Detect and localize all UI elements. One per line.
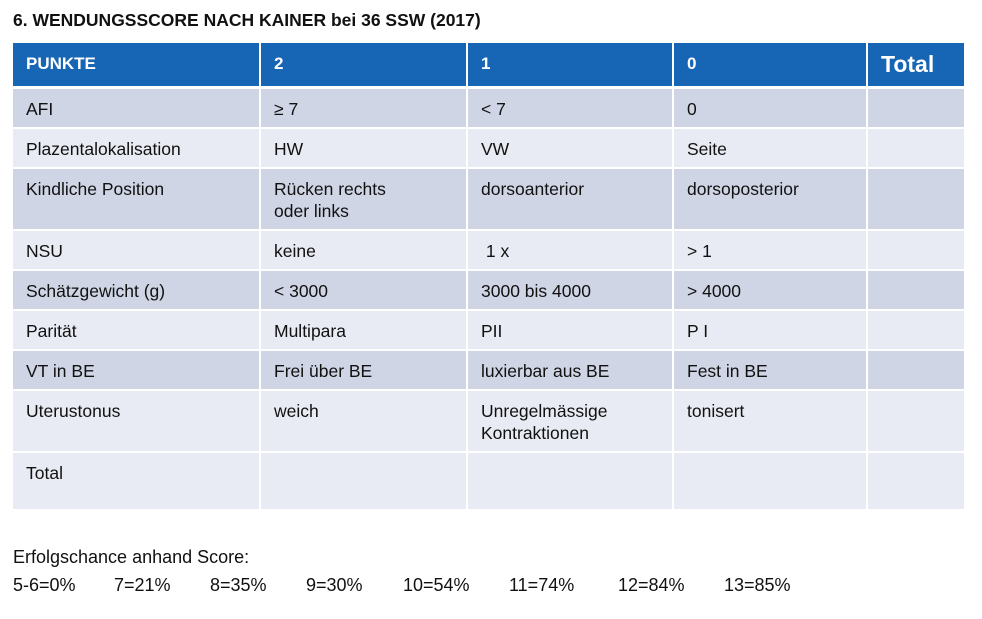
table-row-total: Total <box>13 453 964 511</box>
score-table: PUNKTE 2 1 0 Total AFI ≥ 7 < 7 0 Plazent… <box>13 43 964 511</box>
cell-0: Fest in BE <box>674 351 868 391</box>
row-label: Kindliche Position <box>13 169 261 231</box>
cell-2: keine <box>261 231 468 271</box>
cell-1: < 7 <box>468 89 674 129</box>
header-total: Total <box>868 43 964 89</box>
cell-0: > 4000 <box>674 271 868 311</box>
header-punkte: PUNKTE <box>13 43 261 89</box>
row-label: Parität <box>13 311 261 351</box>
cell-2: Frei über BE <box>261 351 468 391</box>
cell-0 <box>674 453 868 511</box>
cell-2: HW <box>261 129 468 169</box>
table-row: VT in BE Frei über BE luxierbar aus BE F… <box>13 351 964 391</box>
table-row: NSU keine 1 x > 1 <box>13 231 964 271</box>
legend-value: 13=85% <box>724 575 791 595</box>
cell-1: PII <box>468 311 674 351</box>
legend-value: 11=74% <box>509 575 575 595</box>
legend-value: 9=30% <box>306 575 363 595</box>
cell-1: dorsoanterior <box>468 169 674 231</box>
table-header-row: PUNKTE 2 1 0 Total <box>13 43 964 89</box>
cell-0: dorsoposterior <box>674 169 868 231</box>
legend-value: 8=35% <box>210 575 267 595</box>
page-title: 6. WENDUNGSSCORE NACH KAINER bei 36 SSW … <box>13 10 481 30</box>
cell-total <box>868 391 964 453</box>
header-1: 1 <box>468 43 674 89</box>
cell-total <box>868 231 964 271</box>
row-label: Schätzgewicht (g) <box>13 271 261 311</box>
cell-0: P I <box>674 311 868 351</box>
cell-total <box>868 351 964 391</box>
legend-value: 10=54% <box>403 575 470 595</box>
row-label: Uterustonus <box>13 391 261 453</box>
legend-label: Erfolgschance anhand Score: <box>13 547 250 567</box>
cell-1: 1 x <box>468 231 674 271</box>
cell-1 <box>468 453 674 511</box>
table-row: Parität Multipara PII P I <box>13 311 964 351</box>
cell-total <box>868 453 964 511</box>
table-row: Kindliche Position Rücken rechts oder li… <box>13 169 964 231</box>
cell-0: 0 <box>674 89 868 129</box>
table-row: Schätzgewicht (g) < 3000 3000 bis 4000 >… <box>13 271 964 311</box>
row-label: Total <box>13 453 261 511</box>
legend-value: 7=21% <box>114 575 171 595</box>
cell-0: tonisert <box>674 391 868 453</box>
cell-total <box>868 169 964 231</box>
cell-2 <box>261 453 468 511</box>
cell-total <box>868 311 964 351</box>
legend-value: 5-6=0% <box>13 575 76 595</box>
table-row: AFI ≥ 7 < 7 0 <box>13 89 964 129</box>
row-label: NSU <box>13 231 261 271</box>
cell-1: luxierbar aus BE <box>468 351 674 391</box>
cell-total <box>868 271 964 311</box>
row-label: Plazentalokalisation <box>13 129 261 169</box>
cell-total <box>868 129 964 169</box>
cell-1: 3000 bis 4000 <box>468 271 674 311</box>
cell-1: VW <box>468 129 674 169</box>
cell-2: < 3000 <box>261 271 468 311</box>
legend-value: 12=84% <box>618 575 685 595</box>
header-0: 0 <box>674 43 868 89</box>
table-row: Plazentalokalisation HW VW Seite <box>13 129 964 169</box>
row-label: AFI <box>13 89 261 129</box>
table-row: Uterustonus weich Unregelmässige Kontrak… <box>13 391 964 453</box>
cell-0: > 1 <box>674 231 868 271</box>
cell-total <box>868 89 964 129</box>
row-label: VT in BE <box>13 351 261 391</box>
cell-2: Rücken rechts oder links <box>261 169 468 231</box>
cell-2: Multipara <box>261 311 468 351</box>
cell-2: ≥ 7 <box>261 89 468 129</box>
cell-0: Seite <box>674 129 868 169</box>
header-2: 2 <box>261 43 468 89</box>
cell-1: Unregelmässige Kontraktionen <box>468 391 674 453</box>
cell-2: weich <box>261 391 468 453</box>
